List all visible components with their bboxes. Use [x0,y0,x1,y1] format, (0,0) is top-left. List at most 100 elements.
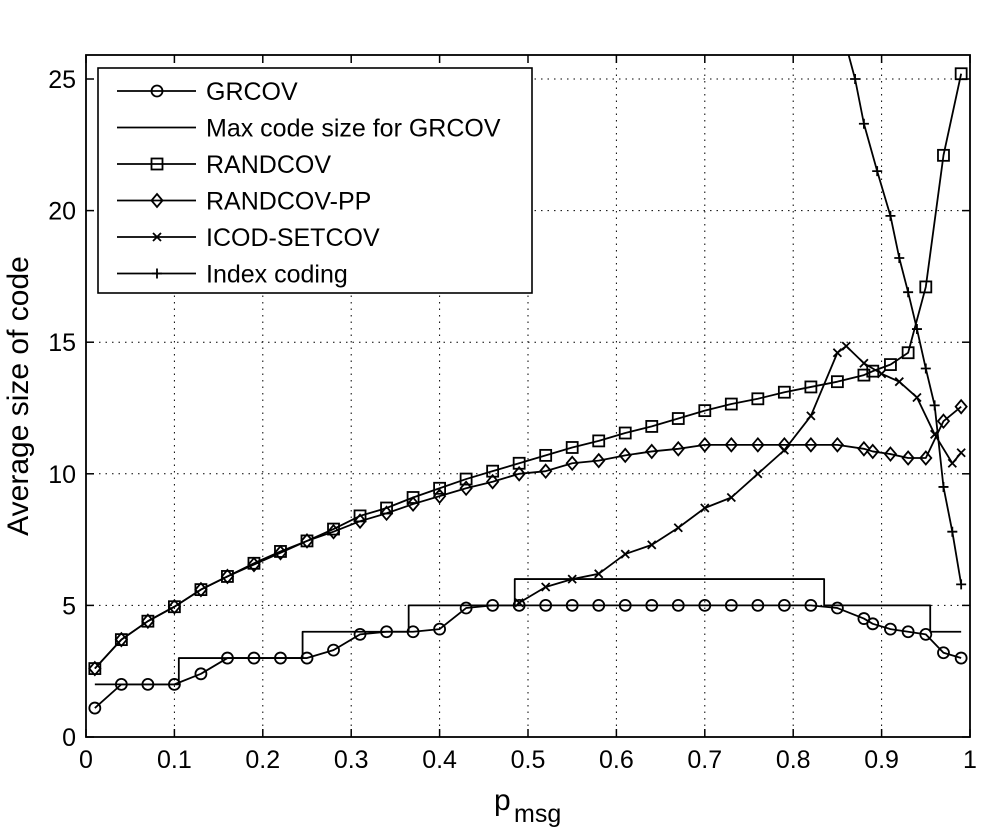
data-point-randcov [937,148,950,162]
data-point-grcov [831,601,844,615]
data-point-grcov [777,599,791,612]
data-point-icod-setcov [779,445,789,455]
y-tick-label: 25 [48,66,76,94]
x-tick-label: 0.1 [157,746,192,774]
x-tick-label: 0 [79,746,93,774]
data-point-grcov [353,627,367,641]
data-point-randcov-pp [857,440,871,457]
data-point-index-coding [947,526,958,537]
legend-label: RANDCOV [206,151,331,179]
x-tick-label: 1 [963,746,977,774]
y-tick-label: 5 [62,592,76,620]
data-point-icod-setcov [673,523,683,533]
x-tick-label: 0.6 [599,746,634,774]
data-point-randcov [433,481,447,495]
data-point-icod-setcov [876,369,887,379]
data-point-randcov [857,368,871,382]
plot-area [88,8,968,715]
data-point-randcov-pp [618,447,632,464]
data-point-index-coding [872,166,883,177]
data-point-index-coding [903,287,914,298]
legend-marker [152,268,162,279]
data-point-randcov-pp [326,523,341,540]
series-index-coding [832,8,967,590]
data-point-grcov [698,599,712,612]
legend-entry-index-coding: Index coding [117,261,348,289]
data-point-randcov-pp [645,443,659,460]
legend-marker [150,84,164,98]
x-tick-label: 0.2 [245,746,280,774]
data-point-randcov [884,358,897,371]
data-point-icod-setcov [541,582,551,592]
data-point-randcov-pp [459,480,473,497]
data-point-randcov-pp [936,413,951,430]
data-point-grcov [618,599,632,612]
data-point-icod-setcov [947,458,957,468]
data-point-grcov [565,599,579,612]
data-point-grcov [88,701,102,715]
legend-entry-icod-setcov: ICOD-SETCOV [117,224,380,252]
data-point-randcov-pp [866,443,880,460]
legend-marker [150,192,164,209]
data-point-icod-setcov [859,358,869,368]
data-point-index-coding [956,579,967,590]
series-line-max-code-size-for-grcov [94,578,962,686]
data-point-randcov [724,397,738,411]
legend-label: GRCOV [206,78,298,106]
legend-entry-randcov-pp: RANDCOV-PP [117,188,371,216]
series-line-index-coding [847,55,963,585]
y-axis-label: Average size of code [2,256,35,536]
data-point-randcov-pp [353,513,367,530]
y-tick-label: 20 [48,198,76,226]
legend-label: RANDCOV-PP [206,188,371,216]
data-point-icod-setcov [700,503,710,513]
legend-entry-max-code-size-for-grcov: Max code size for GRCOV [117,115,501,143]
data-point-index-coding [832,8,842,18]
legend-label: Index coding [206,261,348,289]
data-point-randcov [645,420,659,433]
data-point-randcov-pp [141,613,155,630]
data-point-grcov [804,599,818,612]
data-point-index-coding [929,400,940,411]
data-point-icod-setcov [753,469,763,479]
data-point-randcov [831,375,844,389]
data-point-grcov [901,625,915,639]
data-point-randcov [459,472,473,486]
x-tick-label: 0.5 [511,746,546,774]
legend: GRCOV Max code size for GRCOV RANDCOV RANDC… [97,67,533,294]
data-point-icod-setcov [620,549,630,559]
data-point-randcov-pp [539,463,553,480]
y-tick-label: 15 [48,329,76,357]
data-point-grcov [919,627,933,641]
data-point-randcov [618,426,632,440]
data-point-icod-setcov [647,540,657,550]
data-point-randcov-pp [724,436,738,453]
data-point-index-coding [885,210,896,221]
data-point-randcov-pp [512,465,526,482]
data-point-randcov-pp [883,446,898,462]
data-point-randcov [901,346,915,360]
data-point-icod-setcov [956,448,966,458]
data-point-randcov [565,441,579,454]
data-point-randcov-pp [273,544,288,561]
data-point-randcov [406,491,420,504]
series-max-code-size-for-grcov [94,578,962,686]
legend-label: Max code size for GRCOV [206,115,501,143]
data-point-grcov [592,599,606,612]
data-point-randcov-pp [919,450,933,466]
data-point-randcov-pp [194,581,208,598]
data-point-randcov [954,67,968,81]
data-point-grcov [884,622,897,636]
y-tick-label: 10 [48,461,76,489]
x-tick-label: 0.8 [776,746,811,774]
data-point-randcov [804,380,818,394]
plot-series [88,8,968,715]
data-point-icod-setcov [514,598,524,608]
data-point-grcov [937,646,950,660]
legend-marker [150,157,164,171]
axis-ticks [85,55,971,738]
data-point-randcov-pp [167,598,182,615]
data-point-grcov [866,617,880,631]
data-point-index-coding [858,118,869,129]
